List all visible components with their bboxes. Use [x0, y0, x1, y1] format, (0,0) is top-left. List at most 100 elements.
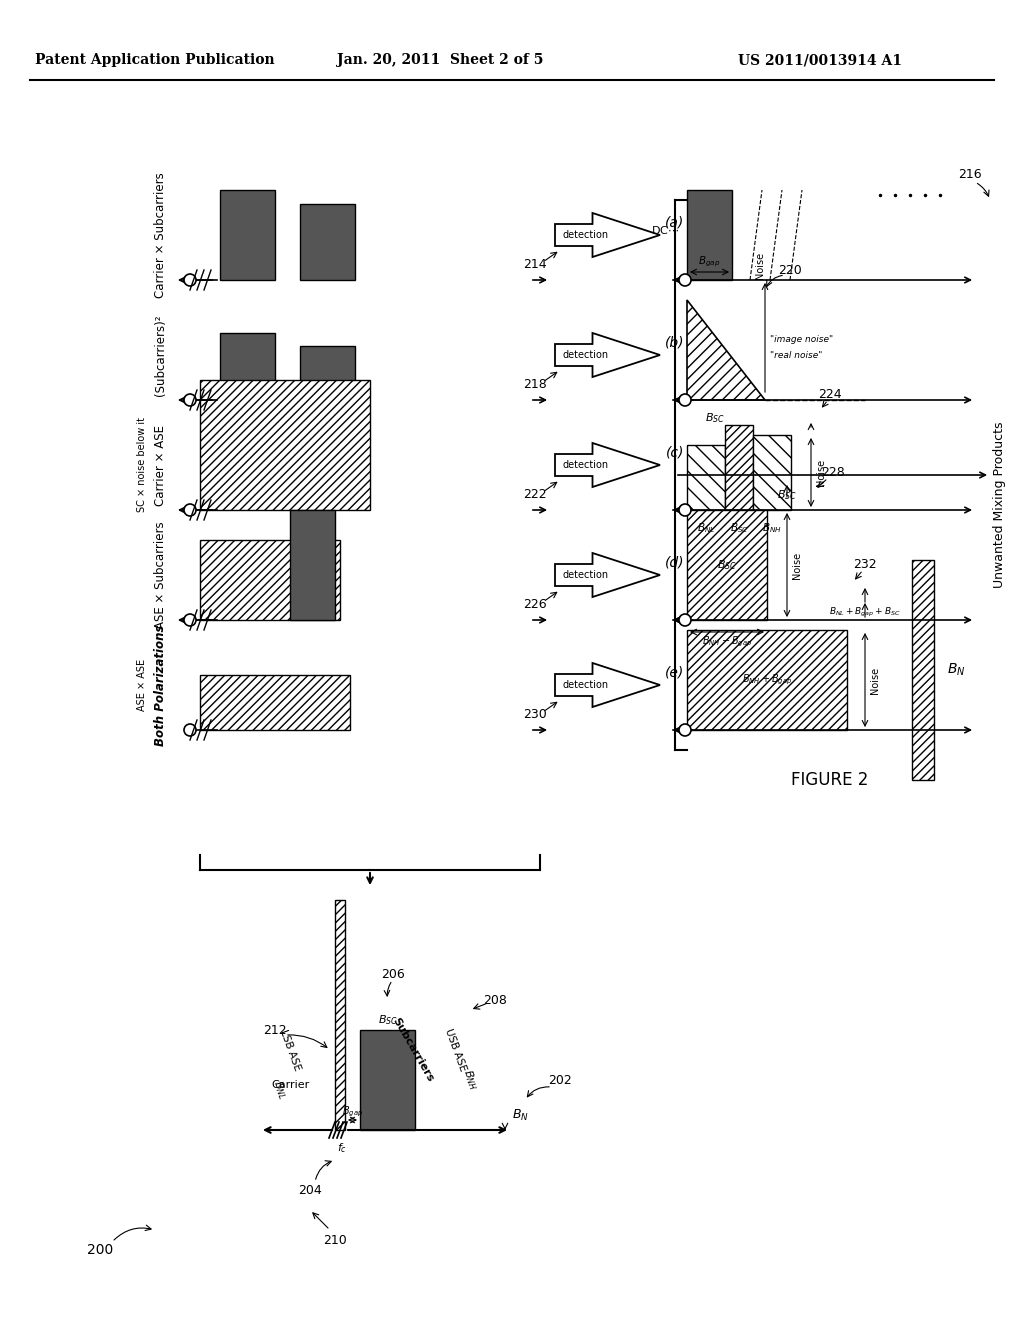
Text: 200: 200 [87, 1243, 113, 1257]
Text: LSB ASE: LSB ASE [278, 1028, 302, 1072]
Text: $B_{NL}$: $B_{NL}$ [270, 1078, 290, 1101]
Text: "real noise": "real noise" [770, 351, 822, 359]
Text: (c): (c) [666, 446, 684, 459]
Bar [200, 675, 350, 730]
Text: $B_{SC}$: $B_{SC}$ [717, 558, 737, 572]
Polygon shape [555, 553, 660, 597]
Bar [300, 203, 355, 280]
Text: Both Polarizations: Both Polarizations [154, 624, 167, 746]
Text: Noise: Noise [792, 552, 802, 578]
Text: detection: detection [562, 680, 608, 690]
Bar [687, 510, 767, 620]
Text: $f_c$: $f_c$ [337, 1140, 347, 1155]
Text: detection: detection [562, 350, 608, 360]
Polygon shape [687, 300, 765, 400]
Text: ASE × Subcarriers: ASE × Subcarriers [154, 521, 167, 628]
Text: detection: detection [562, 459, 608, 470]
Circle shape [184, 723, 196, 737]
Circle shape [679, 723, 691, 737]
Text: $B_{NH}-B_{gap}$: $B_{NH}-B_{gap}$ [701, 635, 753, 649]
Bar [912, 560, 934, 780]
Polygon shape [555, 333, 660, 378]
Text: Unwanted Mixing Products: Unwanted Mixing Products [993, 422, 1007, 589]
Bar [220, 190, 275, 280]
Polygon shape [555, 213, 660, 257]
Text: 214: 214 [523, 259, 547, 272]
Bar [360, 1030, 415, 1130]
Text: ASE × ASE: ASE × ASE [137, 659, 147, 711]
Text: Noise: Noise [870, 667, 880, 693]
Text: $B_{NL}+B_{gap}+B_{SC}$: $B_{NL}+B_{gap}+B_{SC}$ [829, 606, 901, 619]
Text: Carrier × ASE: Carrier × ASE [154, 425, 167, 506]
Text: $B_{SC}$: $B_{SC}$ [730, 521, 749, 535]
Text: detection: detection [562, 570, 608, 579]
Text: 204: 204 [298, 1184, 322, 1196]
Text: 222: 222 [523, 488, 547, 502]
Text: 232: 232 [853, 558, 877, 572]
Text: $B_{gap}$: $B_{gap}$ [342, 1105, 364, 1119]
Bar [687, 190, 732, 280]
Bar [687, 445, 725, 510]
Circle shape [679, 275, 691, 286]
Text: US 2011/0013914 A1: US 2011/0013914 A1 [738, 53, 902, 67]
Text: $B_N$: $B_N$ [512, 1107, 528, 1122]
Text: $B_{SC}$: $B_{SC}$ [378, 1014, 397, 1027]
Text: (b): (b) [666, 337, 685, 350]
Polygon shape [555, 444, 660, 487]
Polygon shape [555, 663, 660, 708]
Circle shape [184, 614, 196, 626]
Text: Carrier × Subcarriers: Carrier × Subcarriers [154, 172, 167, 298]
Text: 208: 208 [483, 994, 507, 1006]
Text: (a): (a) [666, 216, 685, 230]
Bar [220, 333, 275, 400]
Text: 226: 226 [523, 598, 547, 611]
Bar [200, 380, 370, 510]
Bar [300, 346, 355, 400]
Text: Noise: Noise [816, 459, 826, 486]
Circle shape [184, 275, 196, 286]
Text: 230: 230 [523, 709, 547, 722]
Text: 218: 218 [523, 379, 547, 392]
Bar [753, 436, 791, 510]
Text: DC$\cdots$: DC$\cdots$ [651, 224, 679, 236]
Circle shape [184, 393, 196, 407]
Text: 206: 206 [381, 969, 404, 982]
Text: (d): (d) [666, 556, 685, 570]
Text: (e): (e) [666, 667, 685, 680]
Text: $B_{NH}$: $B_{NH}$ [460, 1068, 480, 1092]
Bar [335, 900, 345, 1130]
Bar [290, 510, 335, 620]
Bar [725, 425, 753, 510]
Text: $B_{SC}$: $B_{SC}$ [705, 411, 725, 425]
Text: USB ASE: USB ASE [442, 1027, 467, 1073]
Text: $B_{gap}$: $B_{gap}$ [697, 255, 720, 269]
Text: Jan. 20, 2011  Sheet 2 of 5: Jan. 20, 2011 Sheet 2 of 5 [337, 53, 543, 67]
Circle shape [184, 504, 196, 516]
Text: 210: 210 [324, 1233, 347, 1246]
Text: "image noise": "image noise" [770, 335, 834, 345]
Circle shape [679, 504, 691, 516]
Text: 216: 216 [958, 169, 982, 181]
Text: 224: 224 [818, 388, 842, 401]
Bar [687, 630, 847, 730]
Text: $B_{NL}$: $B_{NL}$ [697, 521, 715, 535]
Text: $B_N$: $B_N$ [947, 661, 966, 678]
Text: Patent Application Publication: Patent Application Publication [35, 53, 274, 67]
Text: $B_{NH}+B_{gap}$: $B_{NH}+B_{gap}$ [741, 673, 793, 688]
Text: $B_{SC}$: $B_{SC}$ [777, 488, 797, 502]
Text: 212: 212 [263, 1023, 287, 1036]
Text: detection: detection [562, 230, 608, 240]
Text: 228: 228 [821, 466, 845, 479]
Text: Noise: Noise [755, 251, 765, 279]
Text: Subcarriers: Subcarriers [390, 1016, 435, 1084]
Text: Carrier: Carrier [271, 1080, 309, 1090]
Text: FIGURE 2: FIGURE 2 [792, 771, 868, 789]
Bar [200, 540, 340, 620]
Text: 220: 220 [778, 264, 802, 276]
Circle shape [679, 393, 691, 407]
Text: (Subcarriers)²: (Subcarriers)² [154, 314, 167, 396]
Text: SC × noise below it: SC × noise below it [137, 417, 147, 512]
Circle shape [679, 614, 691, 626]
Text: $B_{NH}$: $B_{NH}$ [762, 521, 782, 535]
Text: 202: 202 [548, 1073, 571, 1086]
